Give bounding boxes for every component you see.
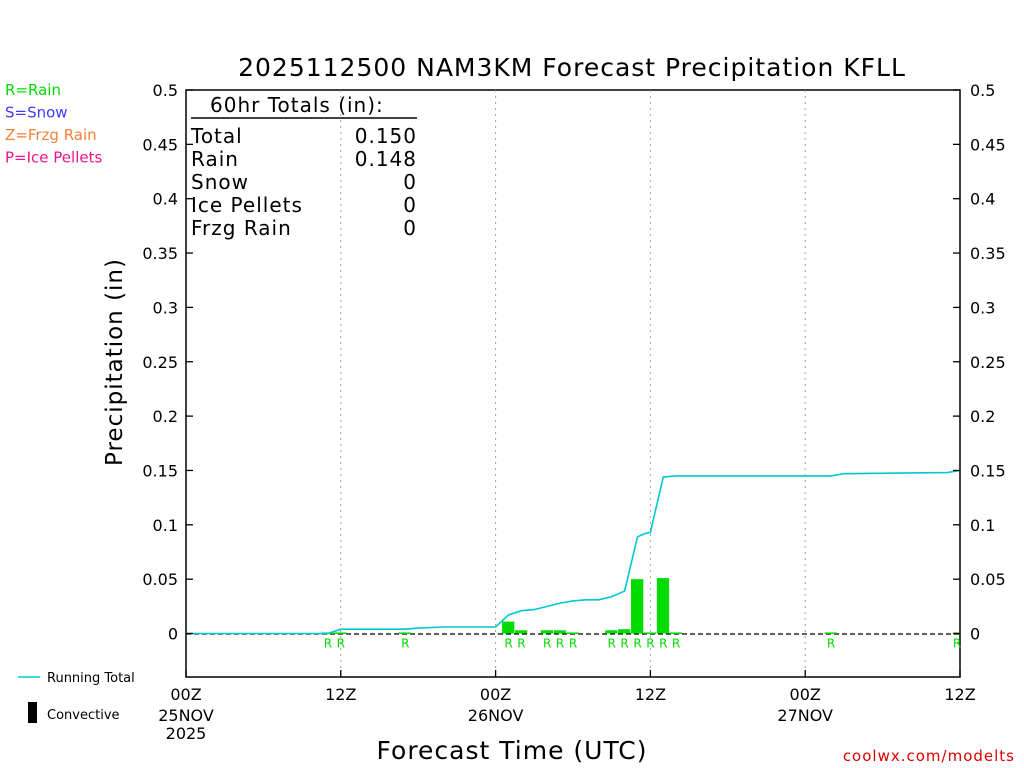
- precip-bar: [618, 629, 631, 634]
- totals-row-value: 0.150: [355, 124, 417, 148]
- convective-legend-label: Convective: [47, 708, 120, 723]
- type-legend-item: Z=Frzg Rain: [5, 126, 97, 144]
- y-tick-label-right: 0.5: [970, 81, 995, 100]
- totals-row-label: Snow: [191, 170, 249, 194]
- precip-bar: [605, 630, 618, 634]
- y-tick-label-left: 0.35: [142, 244, 178, 263]
- y-tick-label-right: 0.25: [970, 353, 1006, 372]
- precip-bar: [334, 632, 347, 634]
- rain-marker: R: [659, 637, 667, 651]
- y-tick-label-right: 0.2: [970, 407, 995, 426]
- precip-bar: [553, 630, 566, 634]
- rain-marker: R: [504, 637, 512, 651]
- totals-heading: 60hr Totals (in):: [210, 93, 384, 117]
- y-tick-label-right: 0.1: [970, 516, 995, 535]
- running-total-line: [186, 469, 961, 635]
- x-tick-year: 2025: [166, 724, 207, 743]
- rain-marker: R: [556, 637, 564, 651]
- totals-row-label: Total: [190, 124, 243, 148]
- x-axis-label: Forecast Time (UTC): [377, 736, 648, 765]
- y-tick-label-left: 0.1: [153, 516, 178, 535]
- rain-marker: R: [608, 637, 616, 651]
- y-tick-label-right: 0.15: [970, 461, 1006, 480]
- totals-row-value: 0.148: [355, 147, 417, 171]
- y-tick-label-right: 0.05: [970, 570, 1006, 589]
- x-tick-label: 12Z: [944, 685, 975, 704]
- y-tick-label-right: 0.35: [970, 244, 1006, 263]
- y-tick-label-left: 0.2: [153, 407, 178, 426]
- y-tick-label-left: 0.4: [153, 190, 178, 209]
- y-axis-label: Precipitation (in): [102, 258, 128, 466]
- x-tick-label: 12Z: [635, 685, 666, 704]
- y-tick-label-left: 0.15: [142, 461, 178, 480]
- y-tick-label-right: 0: [970, 625, 980, 644]
- totals-row-value: 0: [403, 216, 417, 240]
- rain-marker: R: [543, 637, 551, 651]
- vertical-grid-lines: [340, 90, 806, 677]
- rain-marker: R: [401, 637, 409, 651]
- totals-row-value: 0: [403, 193, 417, 217]
- y-tick-label-left: 0.5: [153, 81, 178, 100]
- rain-marker: R: [646, 637, 654, 651]
- y-tick-label-left: 0: [168, 625, 178, 644]
- totals-row-value: 0: [403, 170, 417, 194]
- rain-marker: R: [953, 637, 961, 651]
- precip-bar: [540, 630, 554, 634]
- x-tick-label: 12Z: [325, 685, 356, 704]
- precip-bar: [669, 632, 683, 634]
- rain-marker: R: [827, 637, 835, 651]
- precip-bar: [631, 579, 644, 634]
- hourly-precip-bars: [321, 578, 960, 634]
- precip-bar: [502, 621, 515, 634]
- type-legend-item: P=Ice Pellets: [5, 149, 102, 167]
- rain-marker: R: [517, 637, 525, 651]
- totals-row-label: Frzg Rain: [191, 216, 292, 240]
- x-tick-label: 00Z: [170, 685, 201, 704]
- y-tick-label-left: 0.25: [142, 353, 178, 372]
- y-axis-left-ticks: 0.5 0.45 0.4 0.35 0.3 0.25 0.2 0.15 0.1 0.05 0: [142, 81, 193, 644]
- precip-bar: [656, 578, 670, 634]
- y-tick-label-left: 0.05: [142, 570, 178, 589]
- chart-title: 2025112500 NAM3KM Forecast Precipitation…: [238, 53, 906, 82]
- x-tick-label: 00Z: [790, 685, 821, 704]
- type-legend-item: R=Rain: [5, 81, 61, 99]
- x-tick-label: 00Z: [480, 685, 511, 704]
- precip-bar: [566, 632, 579, 634]
- precip-bar: [398, 632, 412, 634]
- rain-marker: R: [324, 637, 332, 651]
- totals-row-label: Ice Pellets: [191, 193, 303, 217]
- totals-rows: Total 0.150 Rain 0.148 Snow 0 Ice Pellets 0 Frzg…: [190, 124, 417, 240]
- y-tick-label-right: 0.45: [970, 135, 1006, 154]
- y-tick-label-right: 0.4: [970, 190, 995, 209]
- rain-marker: R: [569, 637, 577, 651]
- rain-marker: R: [337, 637, 345, 651]
- totals-row-label: Rain: [191, 147, 239, 171]
- x-tick-date: 25NOV: [158, 706, 214, 725]
- type-legend-item: S=Snow: [5, 104, 68, 122]
- rain-marker: R: [633, 637, 641, 651]
- y-tick-label-left: 0.45: [142, 135, 178, 154]
- plot-frame: [185, 89, 961, 678]
- bottom-legend: Running Total Convective: [18, 671, 135, 723]
- running-total-legend-label: Running Total: [47, 671, 135, 686]
- y-tick-label-left: 0.3: [153, 298, 178, 317]
- x-tick-date: 26NOV: [468, 706, 524, 725]
- totals-box: 60hr Totals (in): Total 0.150 Rain 0.148 Sno…: [190, 93, 417, 240]
- precip-type-legend: R=Rain S=Snow Z=Frzg Rain P=Ice Pellets: [5, 81, 102, 167]
- precip-bar: [643, 632, 657, 634]
- precip-bar: [824, 632, 837, 634]
- rain-marker: R: [620, 637, 628, 651]
- y-tick-label-right: 0.3: [970, 298, 995, 317]
- precip-bar: [514, 630, 528, 634]
- y-axis-right-ticks: 0.5 0.45 0.4 0.35 0.3 0.25 0.2 0.15 0.1 0.05 0: [953, 81, 1006, 644]
- x-tick-date: 27NOV: [777, 706, 833, 725]
- credit-text: coolwx.com/modelts: [843, 747, 1015, 765]
- convective-legend-swatch: [28, 702, 37, 723]
- rain-marker: R: [672, 637, 680, 651]
